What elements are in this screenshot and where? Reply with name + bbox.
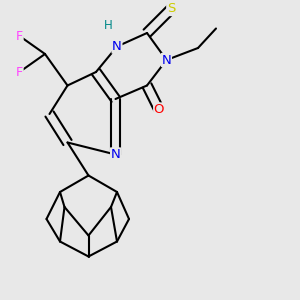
Text: S: S <box>167 2 175 16</box>
Text: H: H <box>103 19 112 32</box>
Text: F: F <box>16 29 23 43</box>
Text: N: N <box>111 148 120 161</box>
Text: F: F <box>16 65 23 79</box>
Text: N: N <box>162 53 171 67</box>
Text: O: O <box>154 103 164 116</box>
Text: N: N <box>112 40 122 53</box>
